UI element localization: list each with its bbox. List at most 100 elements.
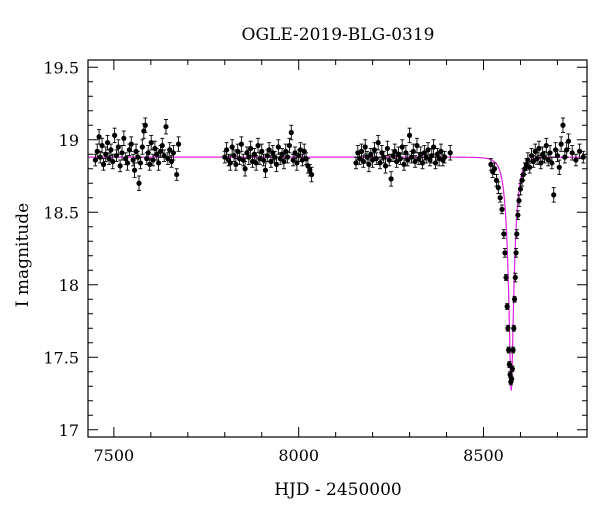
data-point: [541, 154, 548, 160]
data-point: [427, 157, 433, 163]
data-point: [382, 163, 389, 169]
data-point: [99, 142, 105, 149]
data-point: [497, 195, 503, 201]
data-point: [501, 231, 507, 237]
data-point: [499, 206, 505, 212]
data-point: [504, 303, 510, 310]
model-curve: [88, 156, 587, 391]
data-point: [509, 366, 515, 372]
data-point: [103, 151, 109, 157]
data-point: [384, 145, 390, 152]
data-point: [121, 135, 127, 141]
data-point: [373, 156, 379, 162]
data-point: [155, 160, 162, 166]
data-point: [147, 161, 153, 167]
data-point: [110, 158, 116, 165]
data-point: [513, 250, 519, 256]
data-point: [174, 171, 180, 178]
data-point: [163, 124, 169, 130]
data-point: [401, 161, 407, 167]
data-point: [224, 147, 230, 153]
y-axis-label: I magnitude: [13, 203, 33, 307]
y-tick-label: 19: [59, 131, 79, 150]
y-tick-label: 17.5: [43, 348, 79, 367]
data-point: [292, 150, 298, 156]
data-point: [248, 145, 254, 152]
axis-ticks: 7500 8000 8500 17 17.5 18 18.5 19 19.5: [43, 58, 587, 465]
data-point: [580, 154, 586, 160]
data-point: [145, 150, 151, 156]
data-point: [432, 160, 439, 166]
data-point: [106, 156, 112, 162]
data-point: [135, 154, 141, 160]
data-point: [388, 176, 394, 182]
data-point: [104, 140, 111, 146]
data-point: [117, 163, 123, 169]
data-point: [534, 156, 540, 162]
data-point: [442, 154, 448, 160]
data-point: [94, 148, 100, 154]
data-point: [412, 158, 418, 165]
data-point: [416, 156, 422, 162]
data-point: [515, 212, 521, 218]
data-point: [431, 144, 437, 150]
data-point: [392, 148, 398, 154]
data-point: [517, 186, 524, 192]
data-point: [97, 154, 103, 160]
data-point: [229, 144, 235, 150]
data-point: [148, 140, 154, 146]
data-point: [255, 142, 261, 149]
data-point: [560, 122, 566, 128]
x-tick-label: 7500: [94, 446, 135, 465]
data-point: [556, 164, 562, 170]
data-point: [281, 158, 287, 165]
data-point: [253, 160, 259, 166]
data-point: [573, 157, 579, 163]
data-point: [286, 142, 293, 149]
data-point: [371, 147, 378, 153]
data-point: [511, 296, 518, 302]
data-point: [139, 144, 145, 150]
data-point: [565, 138, 572, 144]
data-point: [495, 185, 501, 191]
data-point: [516, 198, 522, 204]
data-point: [512, 274, 518, 281]
data-point: [390, 153, 396, 159]
data-point: [362, 144, 368, 150]
data-point: [558, 141, 564, 147]
data-point: [238, 141, 244, 147]
data-point: [506, 347, 512, 353]
plot-area: [88, 117, 587, 391]
data-point: [137, 160, 144, 166]
data-point: [262, 167, 269, 173]
data-point: [115, 144, 121, 150]
data-point: [438, 148, 444, 154]
data-point: [375, 140, 381, 146]
data-point: [551, 192, 557, 198]
data-point: [447, 150, 453, 156]
y-tick-label: 17: [59, 421, 79, 440]
data-point: [266, 147, 272, 153]
data-point: [353, 160, 359, 166]
data-point: [406, 132, 413, 138]
data-point: [309, 171, 315, 178]
data-point: [505, 325, 511, 331]
data-point: [511, 325, 517, 331]
data-point: [273, 161, 280, 167]
data-point: [377, 160, 383, 166]
plot-frame: [87, 59, 588, 438]
data-point: [360, 158, 366, 165]
data-point: [227, 160, 233, 166]
data-point: [425, 147, 431, 153]
data-point: [260, 157, 267, 163]
data-point: [119, 150, 125, 156]
data-point: [410, 148, 416, 154]
data-point: [366, 161, 372, 167]
data-point: [259, 148, 265, 154]
data-point: [508, 376, 515, 382]
data-point: [159, 142, 165, 149]
data-point: [514, 231, 520, 237]
data-point: [131, 167, 138, 173]
data-point: [242, 166, 248, 172]
x-tick-label: 8000: [278, 446, 319, 465]
